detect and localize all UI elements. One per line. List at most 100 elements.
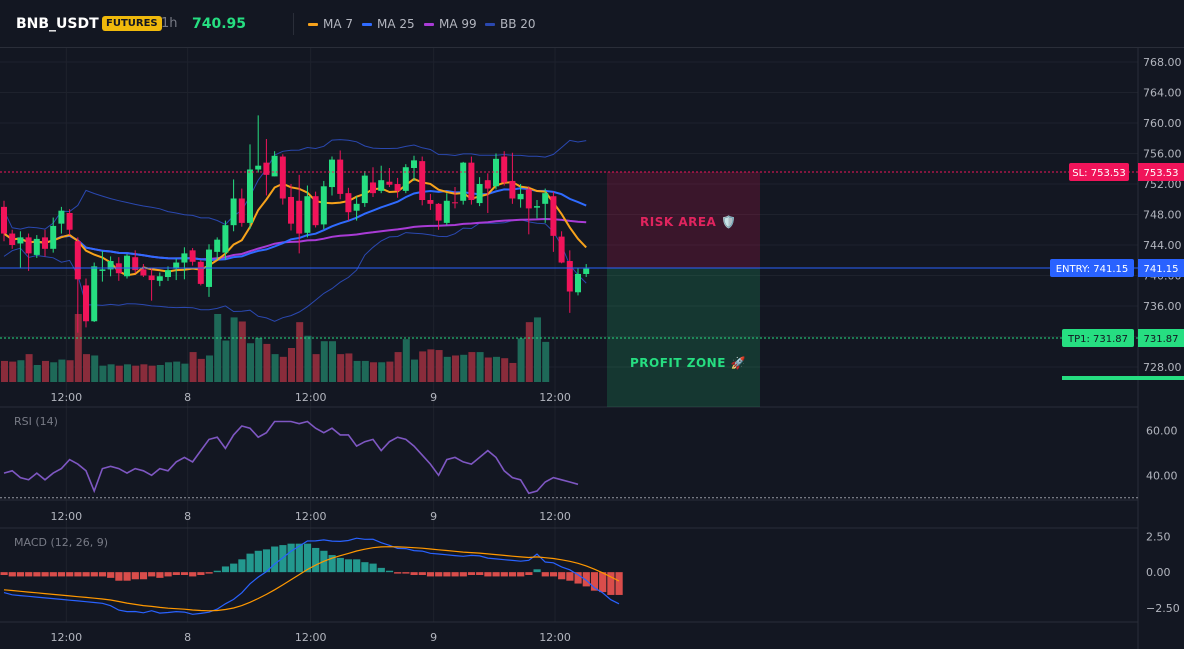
price-tick-label: 752.00 [1143, 178, 1182, 191]
time-tick-label: 12:00 [295, 631, 327, 644]
macd-histogram-bar [377, 567, 385, 573]
ma99-swatch-icon [424, 22, 434, 26]
time-tick-label: 9 [430, 510, 437, 523]
sl-tag[interactable] [1069, 163, 1129, 181]
candle-body [181, 253, 188, 263]
candle-body [361, 175, 368, 204]
rsi-title: RSI (14) [14, 415, 58, 428]
candle-body [402, 167, 409, 191]
candle-body [197, 261, 204, 284]
legend-label: BB 20 [500, 17, 536, 31]
sl-tag-label: SL: 753.53 [1072, 168, 1125, 179]
volume-bar [476, 352, 484, 382]
candle-body [476, 184, 483, 204]
price-tick-label: 728.00 [1143, 361, 1182, 374]
macd-line [3, 537, 620, 615]
price-axes: 768.00 764.00 760.00 756.00 752.00 748.00 744.… [1143, 56, 1182, 615]
candle-body [566, 261, 573, 292]
volume-bar [124, 364, 131, 382]
time-tick-label: 12:00 [50, 631, 82, 644]
macd-histogram-bar [312, 547, 320, 573]
macd-histogram-bar [599, 572, 607, 593]
volume-bars [1, 314, 550, 382]
candle-body [312, 196, 319, 226]
legend-ma25[interactable]: MA 25 [362, 15, 415, 33]
tp-tag[interactable] [1062, 329, 1134, 347]
volume-bar [361, 360, 369, 382]
volume-bar [493, 356, 500, 382]
bb-lower-line [3, 218, 587, 322]
macd-histogram-bar [82, 572, 90, 577]
bb20-swatch-icon [485, 22, 495, 26]
macd-histogram-bar [180, 572, 189, 575]
volume-bar [534, 317, 541, 382]
candle-body [320, 186, 327, 225]
rsi-line [3, 420, 579, 495]
macd-histogram-bar [566, 572, 574, 581]
candle-body [509, 180, 516, 199]
macd-histogram-bar [205, 572, 213, 574]
volume-bar [107, 364, 115, 382]
symbol-name[interactable]: BNB_USDT [16, 16, 99, 32]
last-price: 740.95 [192, 16, 247, 32]
volume-bar [1, 360, 8, 382]
candle-body [148, 275, 155, 281]
macd-histogram-bar [16, 572, 25, 577]
candle-body [255, 165, 262, 170]
macd-histogram-bar [394, 572, 402, 574]
legend-ma7[interactable]: MA 7 [308, 15, 353, 33]
volume-bar [238, 321, 246, 382]
volume-bar [17, 360, 25, 382]
legend-ma99[interactable]: MA 99 [424, 15, 477, 33]
macd-signal-line [3, 546, 620, 612]
macd-histogram-bar [607, 572, 615, 595]
macd-histogram-bar [230, 563, 238, 573]
candle-body [435, 203, 442, 221]
macd-histogram-bar [197, 572, 205, 575]
candle-body [42, 237, 48, 249]
macd-histogram-bar [426, 572, 435, 577]
candle-body [460, 162, 467, 201]
candle-body [247, 169, 253, 223]
macd-histogram-bar [107, 572, 115, 578]
legend-bb20[interactable]: BB 20 [485, 15, 536, 33]
macd-histogram-bar [615, 572, 623, 595]
macd-histogram-bar [410, 572, 418, 575]
volume-bar [206, 355, 213, 382]
entry-axis-price: 741.15 [1144, 264, 1179, 275]
volume-bar [165, 362, 172, 382]
entry-tag[interactable] [1050, 259, 1134, 277]
volume-bar [542, 341, 550, 382]
macd-histogram-bar [418, 572, 426, 575]
macd-histogram-bar [123, 572, 131, 581]
macd-histogram-bar [33, 572, 41, 577]
candle-body [517, 193, 524, 200]
timeframe-label[interactable]: 1h [161, 16, 178, 31]
macd-histogram-bar [131, 572, 139, 580]
time-tick-label: 12:00 [50, 391, 82, 404]
macd-histogram-bar [148, 572, 156, 577]
price-tick-label: 736.00 [1143, 300, 1182, 313]
macd-histogram-bar [221, 566, 230, 573]
tp-axis-marker [1062, 376, 1184, 380]
volume-bar [66, 360, 74, 382]
volume-bar [50, 362, 58, 382]
ma7-swatch-icon [308, 22, 318, 26]
macd-histogram-bar [451, 572, 459, 577]
candle-body [534, 206, 540, 208]
futures-badge: FUTURES [102, 16, 162, 31]
candle-body [91, 266, 98, 322]
macd-histogram-bar [189, 572, 197, 577]
price-tick-label: 744.00 [1143, 239, 1182, 252]
volume-bar [525, 322, 533, 382]
candle-body [50, 225, 57, 249]
volume-bar [42, 360, 49, 382]
volume-bar [33, 365, 41, 382]
candle-body [271, 155, 278, 177]
volume-bar [509, 362, 517, 382]
rsi-tick-label: 40.00 [1146, 469, 1178, 482]
candle-body [353, 203, 360, 211]
macd-histogram-bar [279, 545, 287, 573]
volume-bar [411, 359, 418, 382]
